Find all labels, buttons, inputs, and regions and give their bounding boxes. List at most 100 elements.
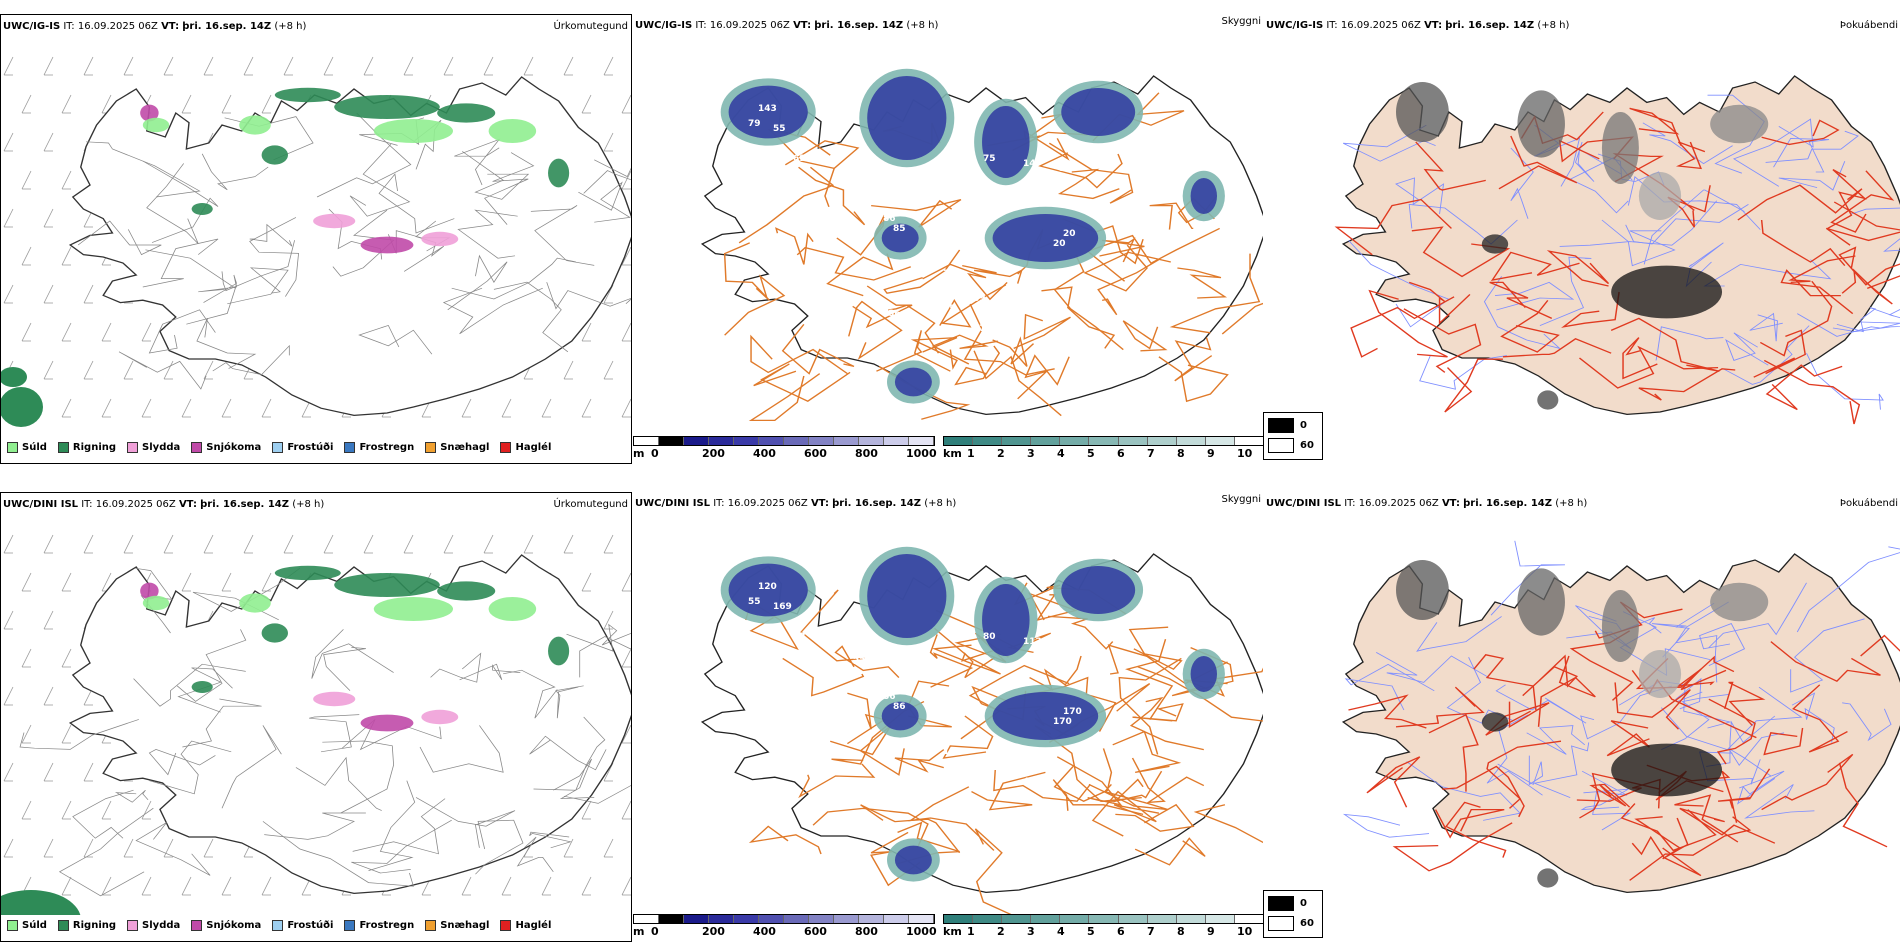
wind-barb	[621, 876, 631, 896]
road-line	[782, 657, 865, 697]
cloud-base-label: 17	[973, 324, 986, 334]
wind-barb	[61, 572, 72, 592]
fog-key: 0 60	[1263, 890, 1323, 938]
road-line	[530, 205, 595, 266]
road-line	[566, 623, 631, 652]
panel-title: Úrkomutegund	[553, 21, 628, 32]
cloud-base-label: 170	[1053, 717, 1072, 727]
colorbar-segment	[659, 915, 684, 923]
road-line	[1368, 289, 1448, 358]
colorbar-tick: 1000	[906, 447, 937, 460]
colorbar-unit: m	[633, 447, 645, 460]
wind-barb	[43, 132, 54, 152]
colorbar-segment	[1176, 915, 1206, 923]
height-area	[992, 214, 1099, 262]
road-line	[852, 285, 913, 329]
wind-barb	[3, 56, 14, 76]
wind-barb	[3, 686, 14, 706]
cloud-base-label: 55	[748, 597, 761, 607]
cloud-base-label: 55	[773, 124, 786, 134]
road-line	[1350, 296, 1455, 358]
road-line	[1053, 748, 1113, 802]
colorbar-tick: 9	[1207, 925, 1215, 938]
wind-barb	[363, 534, 374, 554]
wind-barb	[21, 648, 32, 668]
wind-barb	[621, 648, 631, 668]
road-line	[1118, 657, 1182, 755]
colorbar-unit: km	[943, 447, 962, 460]
wind-barb	[203, 56, 214, 76]
legend-label: Snjókoma	[206, 919, 262, 931]
colorbar-tick: 5	[1087, 925, 1095, 938]
cloud-base-label: 149	[943, 269, 962, 279]
road-line	[221, 240, 295, 292]
road-line	[784, 140, 860, 208]
road-line	[484, 152, 535, 225]
fog-key-black-swatch	[1268, 418, 1294, 433]
river-line	[1749, 312, 1783, 342]
legend-swatch	[7, 441, 18, 453]
colorbar-segment	[1176, 437, 1206, 445]
road-line	[1788, 255, 1856, 284]
height-area	[1061, 88, 1136, 136]
legend-item: Frostregn	[344, 919, 414, 931]
wind-barb	[461, 876, 472, 896]
colorbar-tick: 7	[1147, 925, 1155, 938]
cloud-base-label: 13	[738, 144, 751, 154]
road-line	[1174, 337, 1213, 382]
fog-key-value: 0	[1300, 898, 1307, 909]
cloud-base-label: 95	[943, 304, 956, 314]
colorbar-segment	[859, 915, 884, 923]
river-line	[1732, 118, 1814, 187]
river-line	[1725, 332, 1769, 366]
wind-barb	[101, 876, 112, 896]
road-line	[133, 663, 246, 707]
colorbar-tick: 200	[702, 447, 725, 460]
colorbar-segment	[1002, 437, 1032, 445]
legend-swatch	[425, 919, 437, 931]
legend-item: Slydda	[127, 441, 181, 453]
panel-header: UWC/DINI ISL IT: 16.09.2025 06Z VT: þri.…	[635, 498, 957, 509]
colorbar-segment	[634, 915, 659, 923]
legend-label: Haglél	[515, 441, 552, 453]
precip-area	[140, 582, 159, 600]
road-line	[1428, 713, 1479, 792]
road-line	[19, 719, 139, 750]
river-line	[1842, 702, 1892, 742]
road-line	[553, 758, 595, 800]
road-line	[322, 740, 394, 814]
colorbar-segment	[1234, 915, 1265, 923]
fog-map	[1341, 540, 1900, 894]
cloud-base-label: 93	[1023, 299, 1036, 309]
road-line	[454, 138, 501, 186]
wind-barb	[83, 284, 94, 304]
road-line	[1403, 308, 1482, 373]
iceland-landmass	[1341, 540, 1900, 894]
wind-barb	[141, 876, 152, 896]
wind-barb	[101, 800, 112, 820]
road-line	[114, 789, 149, 803]
road-line	[332, 209, 395, 277]
legend-label: Snjókoma	[206, 441, 262, 453]
cloud-base-label: 47	[903, 672, 916, 682]
colorbar-segment	[709, 437, 734, 445]
colorbar-segment	[1089, 915, 1119, 923]
legend-label: Slydda	[142, 441, 181, 453]
road-line	[1097, 259, 1160, 316]
wind-barb	[163, 360, 174, 380]
height-area	[894, 367, 932, 397]
fog-area	[1481, 712, 1509, 732]
road-line	[894, 749, 945, 773]
road-line	[929, 634, 974, 688]
road-line	[459, 663, 521, 681]
precip-area	[313, 691, 356, 707]
cloud-base-label: 79	[903, 194, 916, 204]
cloud-base-label: 86	[893, 702, 906, 712]
wind-barb	[181, 572, 192, 592]
road-line	[221, 725, 282, 809]
colorbar-segment	[884, 915, 909, 923]
cloud-base-label: 41	[1023, 777, 1036, 787]
legend-label: Haglél	[515, 919, 552, 931]
height-area	[728, 85, 808, 139]
precip-area	[334, 95, 440, 120]
